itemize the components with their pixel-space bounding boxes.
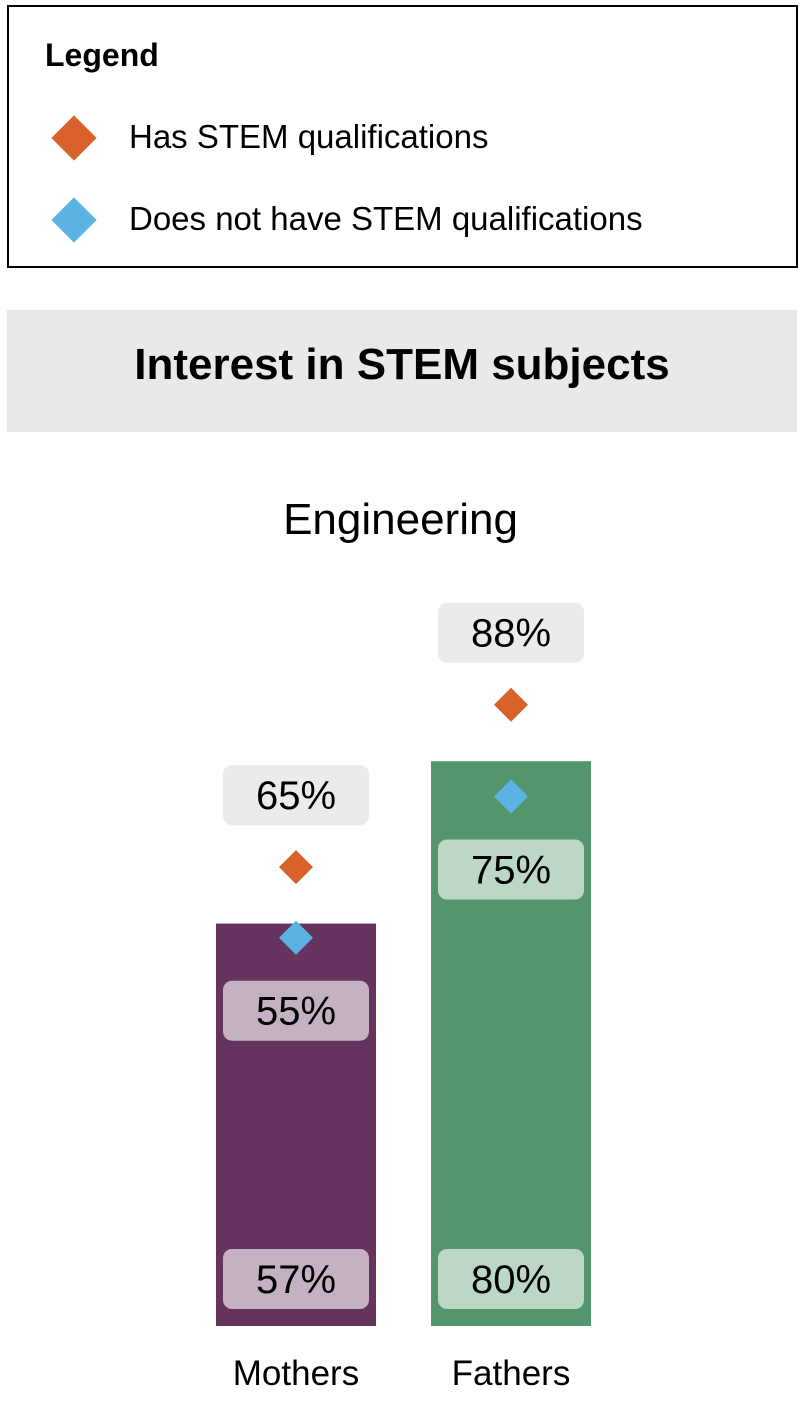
- category-label: Fathers: [452, 1354, 571, 1393]
- has-stem-value-label-box: [438, 602, 584, 663]
- bar-value-label: 80%: [471, 1258, 551, 1302]
- chart-area: 57% 65% 55% Mothers 80% 88% 75% Fathers: [216, 602, 591, 1393]
- legend-item-label: Does not have STEM qualifications: [129, 200, 643, 237]
- category-label: Mothers: [233, 1354, 359, 1393]
- has-stem-value-label: 88%: [471, 612, 551, 656]
- has-stem-marker: [494, 687, 528, 722]
- bar-value-label: 57%: [256, 1258, 336, 1302]
- no-stem-marker: [494, 779, 528, 814]
- no-stem-value-label-box: [438, 839, 584, 900]
- bar-value-label-box: [223, 1249, 369, 1309]
- no-stem-value-label: 55%: [256, 990, 336, 1034]
- legend-item-label: Has STEM qualifications: [129, 118, 489, 155]
- section-title: Interest in STEM subjects: [134, 340, 670, 389]
- diamond-icon: [51, 115, 97, 161]
- has-stem-marker: [279, 850, 313, 885]
- diamond-icon: [51, 197, 97, 243]
- legend-title: Legend: [45, 37, 159, 73]
- legend-box: Legend Has STEM qualifications Does not …: [7, 5, 798, 268]
- no-stem-value-label-box: [223, 980, 369, 1041]
- legend-item-has-stem: Has STEM qualifications: [9, 113, 789, 163]
- legend-item-no-stem: Does not have STEM qualifications: [9, 195, 789, 245]
- section-banner: Interest in STEM subjects: [7, 310, 797, 432]
- has-stem-value-label-box: [223, 765, 369, 826]
- no-stem-marker: [279, 920, 313, 955]
- bar-value-label-box: [438, 1249, 584, 1309]
- chart-title: Engineering: [283, 495, 518, 544]
- has-stem-value-label: 65%: [256, 774, 336, 818]
- no-stem-value-label: 75%: [471, 849, 551, 893]
